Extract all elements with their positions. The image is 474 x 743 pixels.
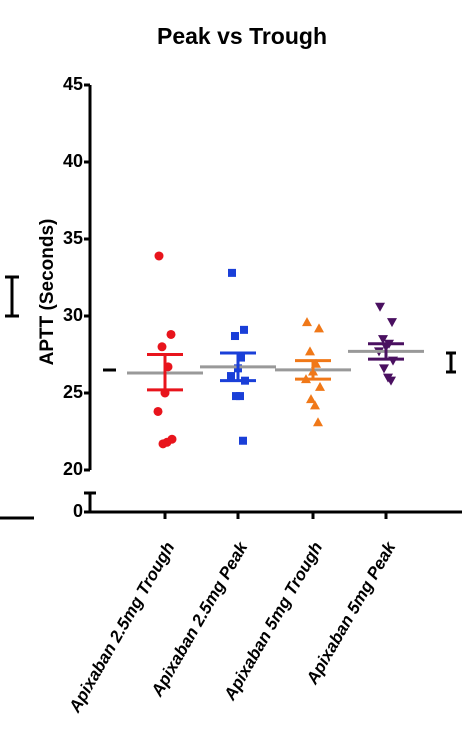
point (239, 436, 247, 445)
point (305, 346, 315, 356)
point (162, 437, 172, 447)
y-tick-label: 20 (63, 459, 83, 479)
y-tick-label: 30 (63, 305, 83, 325)
point (378, 335, 388, 345)
point (228, 268, 236, 277)
point (236, 392, 244, 401)
point (379, 364, 389, 374)
point (310, 400, 320, 410)
point (314, 323, 324, 333)
point (386, 376, 396, 386)
y-tick-label: 40 (63, 151, 83, 171)
point (313, 417, 323, 427)
point (237, 353, 245, 362)
point (375, 302, 385, 312)
y-axis-label: APTT (Seconds) (37, 219, 58, 366)
point (166, 329, 176, 339)
y-tick-label: 0 (73, 501, 83, 521)
point (387, 318, 397, 328)
y-tick-label: 25 (63, 382, 83, 402)
point (302, 317, 312, 327)
y-tick-label: 35 (63, 228, 83, 248)
point (227, 372, 235, 381)
point (306, 394, 316, 404)
point (153, 406, 163, 416)
point (315, 381, 325, 391)
point (231, 332, 239, 341)
point (240, 325, 248, 334)
point (157, 342, 167, 352)
chart-title: Peak vs Trough (157, 23, 327, 49)
y-tick-label: 45 (63, 74, 83, 94)
point (154, 251, 164, 261)
